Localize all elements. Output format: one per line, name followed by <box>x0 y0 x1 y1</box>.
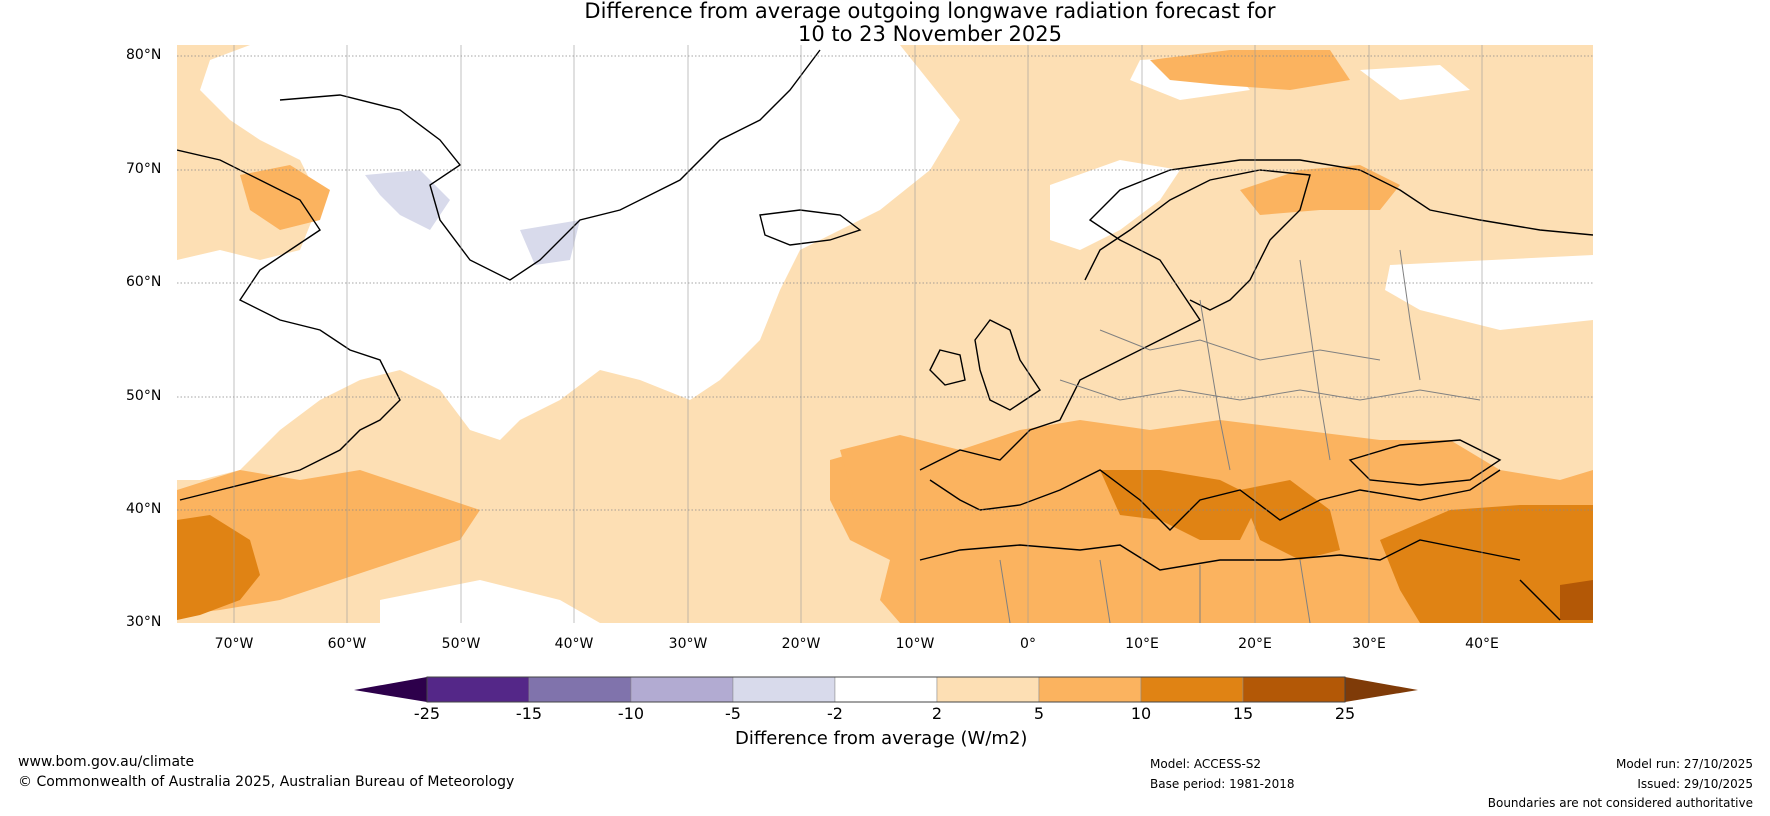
europe-coast <box>919 159 1593 471</box>
border-line <box>1099 329 1381 361</box>
lon-label-40w: 40°W <box>554 636 594 652</box>
footer-model-run: Model run: 27/10/2025 <box>1615 757 1753 771</box>
map-title: Difference from average outgoing longwav… <box>0 0 1770 46</box>
colorbar-bin <box>732 676 836 703</box>
scandinavia-coast <box>1084 169 1311 311</box>
anomaly-5-10-scandinavia <box>1240 165 1400 215</box>
neutral-zone-russia <box>1385 255 1593 330</box>
colorbar-extend-max <box>1345 677 1418 702</box>
negative-anomaly-patch <box>365 170 580 265</box>
lon-label-30w: 30°W <box>668 636 708 652</box>
anomaly-10-15-north-africa <box>1100 470 1260 540</box>
tick-label: 15 <box>1232 704 1254 723</box>
colorbar-bin <box>936 676 1040 703</box>
footer-disclaimer: Boundaries are not considered authoritat… <box>1487 796 1753 810</box>
colorbar-bin <box>426 676 530 703</box>
title-line-1: Difference from average outgoing longwav… <box>584 0 1276 23</box>
coastlines <box>177 49 1593 621</box>
lon-label-20w: 20°W <box>781 636 821 652</box>
tick-label: -25 <box>413 704 441 723</box>
lon-label-60w: 60°W <box>327 636 367 652</box>
border-line <box>999 559 1311 623</box>
border-line <box>1399 249 1421 381</box>
anomaly-10-15-middle-east <box>1380 505 1593 623</box>
lon-label-10w: 10°W <box>895 636 935 652</box>
anomaly-10-15-greece <box>1240 480 1340 560</box>
tick-label: 25 <box>1334 704 1356 723</box>
footer-base-period: Base period: 1981-2018 <box>1150 777 1295 791</box>
greenland-coast <box>279 49 821 281</box>
tick-label: -15 <box>515 704 543 723</box>
lon-label-10e: 10°E <box>1125 636 1159 652</box>
colorbar-extend-min <box>354 677 427 702</box>
colorbar-frame <box>426 676 1346 703</box>
map-field <box>177 45 1593 623</box>
footer-model: Model: ACCESS-S2 <box>1150 757 1262 771</box>
anomaly-15-25-middle-east <box>1560 580 1593 620</box>
tick-label: -10 <box>617 704 645 723</box>
colorbar-bin <box>1140 676 1244 703</box>
tick-label: 5 <box>1033 704 1045 723</box>
lat-label-40n: 40°N <box>126 501 162 517</box>
neutral-zone-north-atlantic <box>177 45 960 480</box>
border-line <box>1199 299 1231 471</box>
border-line <box>1299 259 1331 461</box>
lat-label-60n: 60°N <box>126 274 162 290</box>
lon-label-50w: 50°W <box>441 636 481 652</box>
colorbar <box>354 676 1418 703</box>
lon-label-70w: 70°W <box>214 636 254 652</box>
tick-label: -5 <box>725 704 741 723</box>
lon-label-30e: 30°E <box>1352 636 1386 652</box>
anomaly-5-10-greenland-sea <box>1150 50 1350 90</box>
neutral-zone-scandinavia <box>1050 160 1180 250</box>
lon-label-40e: 40°E <box>1465 636 1499 652</box>
lon-label-0: 0° <box>1020 636 1036 652</box>
north-africa-coast <box>919 539 1521 571</box>
colorbar-label: Difference from average (W/m2) <box>735 728 1028 749</box>
lat-label-80n: 80°N <box>126 47 162 63</box>
neutral-zone-south-atlantic <box>380 580 600 623</box>
anomaly-10-15-atlantic-west <box>177 515 260 620</box>
iceland-coast <box>759 209 862 246</box>
tick-label: 10 <box>1130 704 1152 723</box>
tick-label: -2 <box>827 704 843 723</box>
lat-label-30n: 30°N <box>126 614 162 630</box>
lat-label-50n: 50°N <box>126 388 162 404</box>
tick-label: 2 <box>931 704 943 723</box>
footer-copyright: © Commonwealth of Australia 2025, Austra… <box>18 774 515 790</box>
colorbar-bin <box>1038 676 1142 703</box>
footer-website: www.bom.gov.au/climate <box>18 754 195 770</box>
meridians <box>233 45 1483 623</box>
colorbar-bin <box>630 676 734 703</box>
lat-label-70n: 70°N <box>126 161 162 177</box>
mediterranean-north-coast <box>929 469 1501 531</box>
british-isles-coast <box>929 319 1041 411</box>
anomaly-5-10-spain <box>840 435 970 545</box>
colorbar-bin <box>1242 676 1346 703</box>
colorbar-bin <box>528 676 632 703</box>
title-line-2: 10 to 23 November 2025 <box>798 22 1062 46</box>
red-sea-coast <box>1519 579 1561 621</box>
graticule <box>177 55 1593 511</box>
black-sea-coast <box>1348 439 1502 486</box>
border-line <box>1059 379 1481 401</box>
country-borders <box>999 249 1481 623</box>
lon-label-20e: 20°E <box>1238 636 1272 652</box>
footer-issued: Issued: 29/10/2025 <box>1637 777 1753 791</box>
north-america-coast <box>177 149 401 501</box>
colorbar-bin <box>834 676 938 703</box>
